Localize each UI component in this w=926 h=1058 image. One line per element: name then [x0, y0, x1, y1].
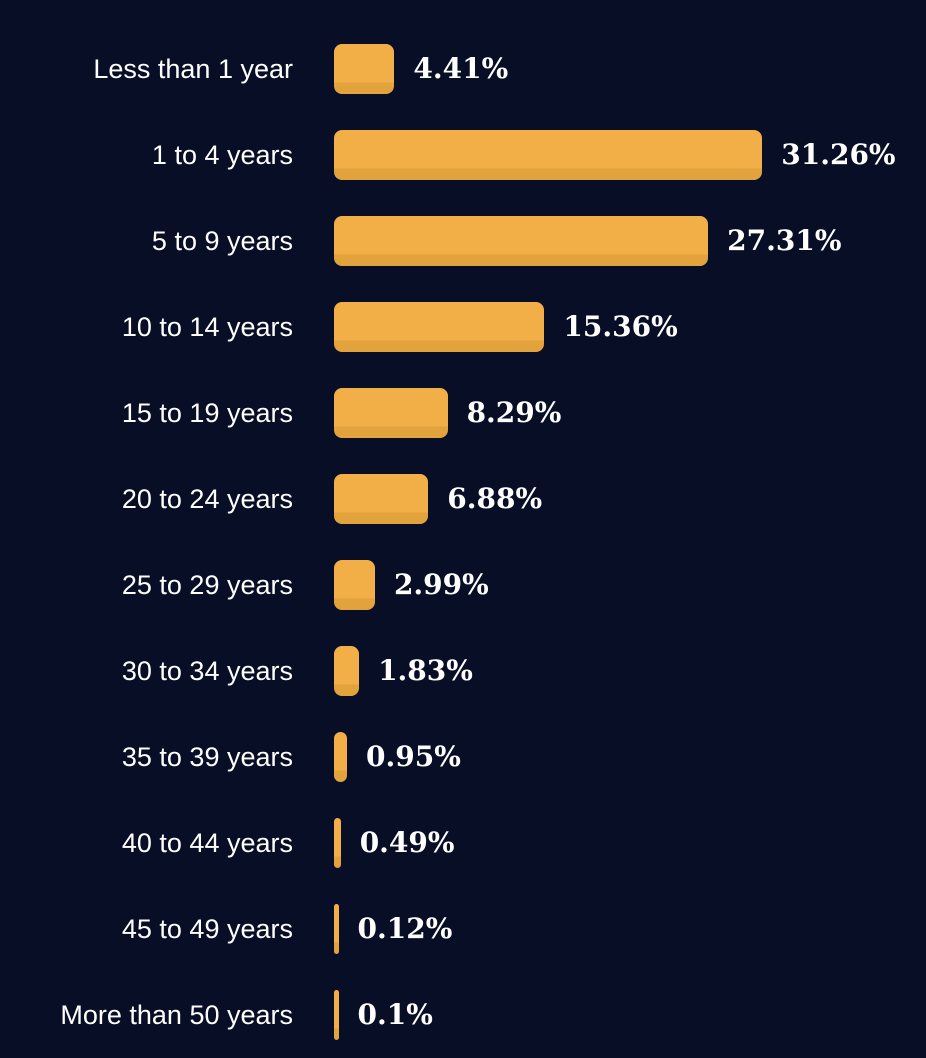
bar-zone: 31.26% [334, 130, 896, 180]
bar-zone: 1.83% [334, 646, 473, 696]
bar [334, 302, 545, 352]
bar-zone: 6.88% [334, 474, 542, 524]
chart-row: 35 to 39 years 0.95% [0, 714, 926, 800]
value-label: 0.12% [357, 912, 453, 945]
value-label: 31.26% [781, 138, 896, 171]
chart-row: More than 50 years 0.1% [0, 972, 926, 1058]
bar [334, 130, 763, 180]
bar [334, 44, 395, 94]
bar [334, 560, 375, 610]
category-label: More than 50 years [60, 999, 293, 1030]
chart-row: Less than 1 year 4.41% [0, 26, 926, 112]
bar-zone: 0.95% [334, 732, 461, 782]
value-label: 0.49% [359, 826, 455, 859]
value-label: 2.99% [393, 568, 489, 601]
value-label: 0.95% [366, 740, 461, 773]
chart-row: 30 to 34 years 1.83% [0, 628, 926, 714]
bar-zone: 0.12% [334, 904, 452, 954]
bar-zone: 27.31% [334, 216, 841, 266]
category-label: Less than 1 year [93, 53, 293, 84]
category-label: 30 to 34 years [121, 655, 293, 686]
chart-rows: Less than 1 year 4.41% 1 to 4 years 31.26% 5… [0, 26, 926, 1058]
bar [334, 388, 448, 438]
value-label: 4.41% [413, 52, 509, 85]
chart-row: 5 to 9 years 27.31% [0, 198, 926, 284]
bar [334, 818, 341, 868]
bar [334, 990, 339, 1040]
bar-zone: 8.29% [334, 388, 561, 438]
bar-zone: 0.49% [334, 818, 455, 868]
bar-zone: 15.36% [334, 302, 678, 352]
chart-row: 25 to 29 years 2.99% [0, 542, 926, 628]
category-label: 45 to 49 years [121, 913, 293, 944]
chart-row: 1 to 4 years 31.26% [0, 112, 926, 198]
category-label: 15 to 19 years [121, 397, 293, 428]
category-label: 25 to 29 years [121, 569, 293, 600]
chart-row: 45 to 49 years 0.12% [0, 886, 926, 972]
value-label: 0.1% [357, 998, 433, 1031]
category-label: 20 to 24 years [121, 483, 293, 514]
category-label: 5 to 9 years [151, 225, 293, 256]
value-label: 8.29% [466, 396, 562, 429]
chart-row: 40 to 44 years 0.49% [0, 800, 926, 886]
value-label: 15.36% [563, 310, 678, 343]
bar [334, 646, 360, 696]
value-label: 27.31% [727, 224, 842, 257]
bar-zone: 2.99% [334, 560, 489, 610]
bar [334, 474, 429, 524]
bar-zone: 4.41% [334, 44, 508, 94]
bar [334, 732, 347, 782]
value-label: 6.88% [447, 482, 543, 515]
category-label: 1 to 4 years [151, 139, 293, 170]
bar-zone: 0.1% [334, 990, 433, 1040]
category-label: 10 to 14 years [121, 311, 293, 342]
bar [334, 904, 339, 954]
bar [334, 216, 709, 266]
category-label: 40 to 44 years [121, 827, 293, 858]
chart-row: 15 to 19 years 8.29% [0, 370, 926, 456]
chart-row: 10 to 14 years 15.36% [0, 284, 926, 370]
chart-row: 20 to 24 years 6.88% [0, 456, 926, 542]
category-label: 35 to 39 years [121, 741, 293, 772]
value-label: 1.83% [378, 654, 473, 687]
